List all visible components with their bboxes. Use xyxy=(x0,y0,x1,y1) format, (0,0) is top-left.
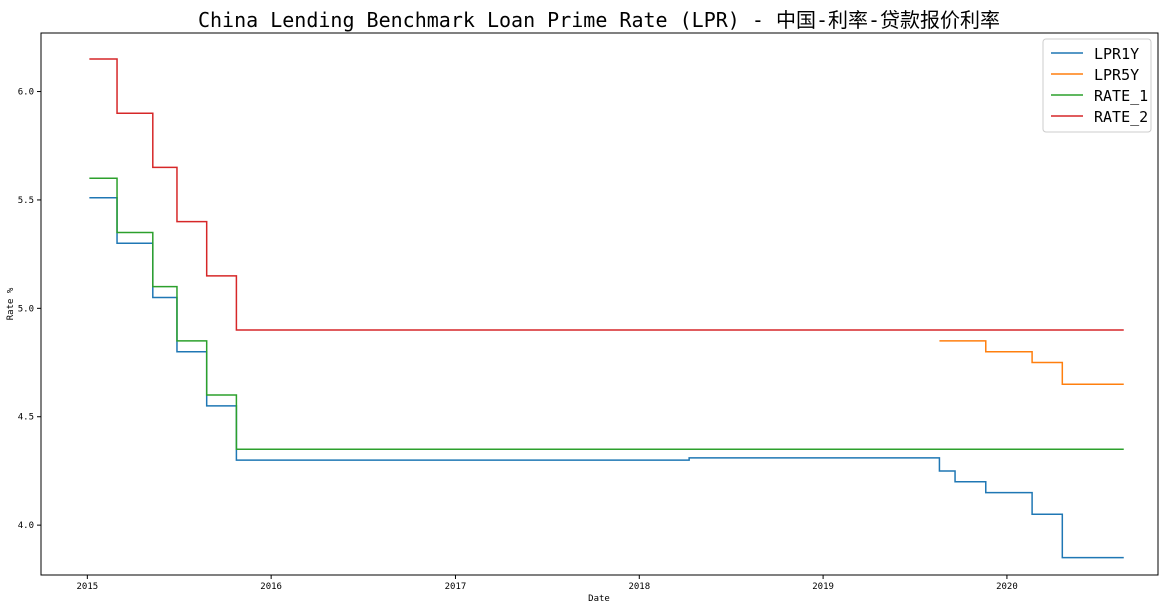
x-tick-label: 2015 xyxy=(76,582,98,592)
y-axis: 4.0 4.5 5.0 5.5 6.0 xyxy=(18,88,41,531)
y-tick-label: 4.5 xyxy=(18,413,34,423)
y-tick-label: 4.0 xyxy=(18,521,34,531)
legend-label: RATE_1 xyxy=(1094,87,1148,105)
legend: LPR1Y LPR5Y RATE_1 RATE_2 xyxy=(1042,38,1152,133)
x-tick-label: 2016 xyxy=(260,582,282,592)
legend-box xyxy=(1042,38,1152,133)
series-line-lpr5y xyxy=(939,340,1124,385)
x-axis-label: Date xyxy=(588,594,610,604)
legend-label: LPR1Y xyxy=(1094,45,1139,63)
plot-frame xyxy=(40,32,1159,576)
chart-title: China Lending Benchmark Loan Prime Rate … xyxy=(198,8,1000,32)
y-tick-label: 5.5 xyxy=(18,196,34,206)
y-tick-label: 6.0 xyxy=(18,88,34,98)
x-tick-label: 2018 xyxy=(628,582,650,592)
series-line-rate-2 xyxy=(89,58,1124,331)
y-tick-label: 5.0 xyxy=(18,304,34,314)
series-layer xyxy=(89,58,1124,559)
x-tick-label: 2019 xyxy=(812,582,834,592)
legend-label: LPR5Y xyxy=(1094,66,1139,84)
series-line-lpr1y xyxy=(89,197,1124,559)
x-tick-label: 2017 xyxy=(445,582,467,592)
legend-label: RATE_2 xyxy=(1094,108,1148,126)
y-axis-label: Rate % xyxy=(6,287,16,320)
series-line-rate-1 xyxy=(89,177,1124,451)
x-tick-label: 2020 xyxy=(996,582,1018,592)
x-axis: 2015 2016 2017 2018 2019 2020 xyxy=(76,575,1018,592)
